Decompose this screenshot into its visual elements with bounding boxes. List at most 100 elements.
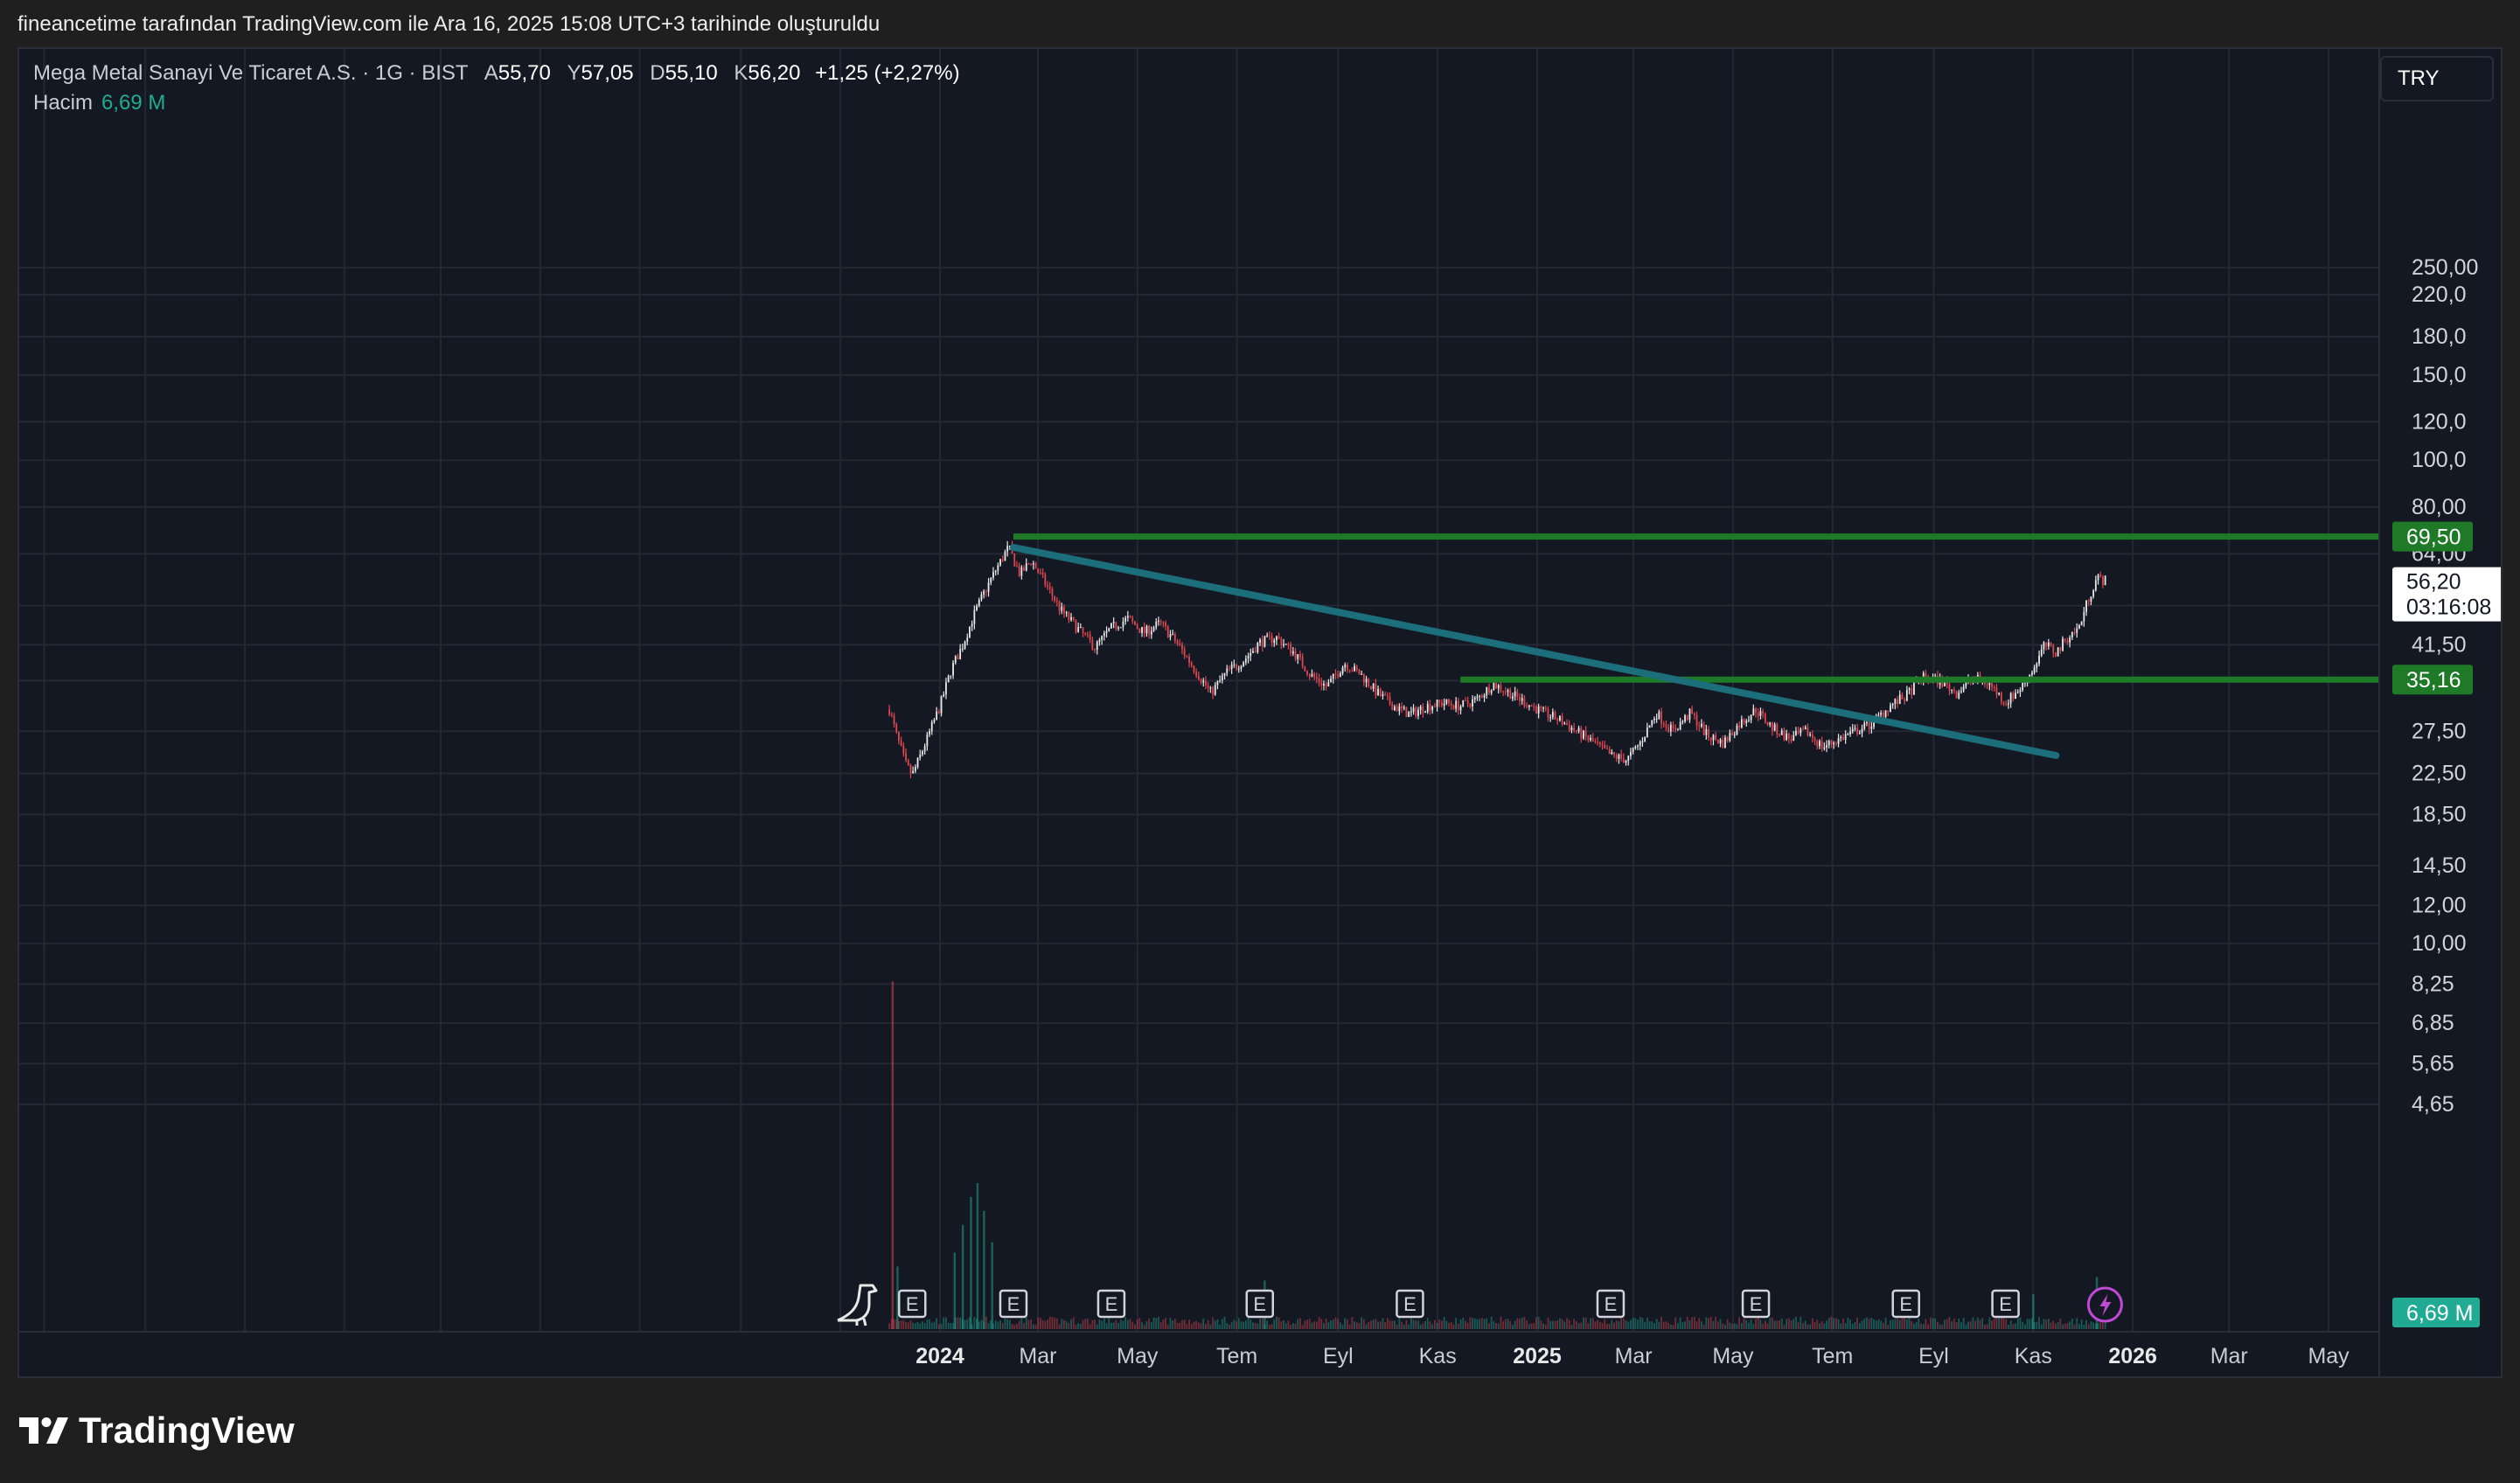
earnings-marker[interactable] bbox=[999, 1289, 1028, 1319]
candle-body bbox=[1913, 682, 1915, 695]
volume-bar bbox=[1497, 1323, 1500, 1329]
volume-bar bbox=[1816, 1319, 1819, 1329]
volume-bar bbox=[1396, 1325, 1398, 1329]
earnings-marker[interactable] bbox=[1891, 1289, 1920, 1319]
candle-body bbox=[1693, 714, 1695, 716]
volume-bar bbox=[2083, 1324, 2085, 1329]
volume-bar bbox=[1155, 1317, 1158, 1329]
candle-body bbox=[1465, 700, 1466, 701]
volume-bar bbox=[966, 1319, 969, 1329]
candle-body bbox=[966, 637, 969, 642]
earnings-marker[interactable] bbox=[1991, 1289, 2020, 1319]
volume-bar bbox=[1937, 1321, 1939, 1329]
volume-bar bbox=[914, 1323, 916, 1329]
earnings-marker[interactable] bbox=[1396, 1289, 1424, 1319]
candle-body bbox=[1325, 684, 1327, 687]
candle-body bbox=[1041, 572, 1044, 575]
candle-body bbox=[1863, 722, 1866, 729]
candle-body bbox=[1834, 742, 1837, 744]
candle-body bbox=[1944, 680, 1946, 686]
earnings-marker[interactable] bbox=[1741, 1289, 1771, 1319]
candle-body bbox=[1549, 717, 1552, 719]
low-label: D bbox=[650, 61, 665, 85]
volume-spike bbox=[976, 1183, 979, 1329]
candle-body bbox=[1188, 657, 1190, 664]
volume-bar bbox=[1266, 1320, 1269, 1329]
volume-bar bbox=[919, 1323, 922, 1329]
candle-body bbox=[1684, 715, 1686, 722]
candle-body bbox=[1315, 677, 1318, 679]
candle-body bbox=[1695, 715, 1698, 726]
volume-bar bbox=[1693, 1317, 1695, 1329]
volume-bar bbox=[1334, 1317, 1337, 1329]
volume-bar bbox=[1811, 1318, 1813, 1329]
volume-bar bbox=[2094, 1323, 2097, 1329]
currency-button[interactable]: TRY bbox=[2380, 56, 2494, 101]
volume-bar bbox=[2045, 1319, 2048, 1329]
volume-bar bbox=[1686, 1317, 1688, 1329]
volume-bar bbox=[1951, 1321, 1953, 1329]
candle-body bbox=[1351, 671, 1354, 672]
candle-body bbox=[1375, 683, 1377, 696]
volume-label[interactable]: Hacim bbox=[33, 91, 94, 115]
volume-bar bbox=[1323, 1323, 1325, 1329]
candle-body bbox=[1844, 734, 1847, 740]
candle-body bbox=[2099, 574, 2102, 577]
volume-bar bbox=[1379, 1321, 1382, 1329]
price-axis-label: 150,0 bbox=[2412, 363, 2467, 387]
earnings-marker[interactable] bbox=[1096, 1289, 1126, 1319]
volume-spike bbox=[896, 1266, 899, 1329]
volume-bar bbox=[1705, 1317, 1708, 1329]
candle-body bbox=[2071, 631, 2073, 638]
candle-body bbox=[1344, 665, 1347, 668]
candle-body bbox=[2019, 690, 2022, 693]
volume-bar bbox=[1361, 1317, 1363, 1329]
candle-body bbox=[2069, 637, 2071, 643]
earnings-marker[interactable] bbox=[898, 1289, 927, 1319]
volume-bar bbox=[1790, 1320, 1793, 1329]
volume-bar bbox=[1920, 1323, 1922, 1329]
candle-body bbox=[971, 623, 973, 627]
earnings-marker[interactable] bbox=[1596, 1289, 1625, 1319]
volume-bar bbox=[1195, 1320, 1198, 1329]
candle-body bbox=[1294, 651, 1297, 659]
volume-bar bbox=[1495, 1322, 1497, 1329]
candle-body bbox=[1165, 623, 1166, 627]
chart-frame[interactable]: E E E E E E E E E 250,00 220,0 180,0 150,0 120,0 100,0… bbox=[17, 47, 2503, 1378]
volume-bar bbox=[1101, 1320, 1103, 1329]
candle-body bbox=[1384, 694, 1387, 696]
volume-bar bbox=[1793, 1319, 1795, 1329]
volume-bar bbox=[1347, 1319, 1348, 1329]
volume-bar bbox=[1291, 1323, 1294, 1329]
volume-bar bbox=[1405, 1319, 1408, 1329]
volume-bar bbox=[2023, 1324, 2026, 1329]
volume-bar bbox=[1866, 1317, 1868, 1329]
candle-body bbox=[1263, 636, 1266, 647]
volume-bar bbox=[1365, 1324, 1368, 1329]
candle-body bbox=[1372, 683, 1375, 690]
candle-body bbox=[1715, 735, 1717, 740]
volume-bar bbox=[1913, 1323, 1915, 1329]
volume-bar bbox=[1870, 1317, 1873, 1329]
volume-spike bbox=[891, 981, 895, 1329]
volume-bar bbox=[1013, 1325, 1016, 1329]
volume-bar bbox=[898, 1320, 900, 1329]
volume-bar bbox=[1355, 1322, 1358, 1329]
volume-bar bbox=[1514, 1320, 1516, 1329]
volume-bar bbox=[1834, 1318, 1837, 1329]
candle-body bbox=[1008, 546, 1011, 547]
volume-bar bbox=[1646, 1318, 1648, 1329]
volume-bar bbox=[1591, 1318, 1594, 1329]
earnings-marker[interactable] bbox=[1245, 1289, 1275, 1319]
volume-bar bbox=[1457, 1323, 1459, 1329]
volume-bar bbox=[997, 1321, 999, 1329]
volume-bar bbox=[1556, 1320, 1559, 1329]
candle-body bbox=[1150, 630, 1152, 635]
candle-body bbox=[1122, 621, 1124, 628]
price-axis-label: 220,0 bbox=[2412, 282, 2467, 307]
candle-body bbox=[1795, 731, 1797, 735]
candle-body bbox=[1318, 679, 1320, 683]
symbol-name[interactable]: Mega Metal Sanayi Ve Ticaret A.S. · 1G ·… bbox=[33, 61, 469, 85]
candle-body bbox=[1299, 654, 1301, 658]
